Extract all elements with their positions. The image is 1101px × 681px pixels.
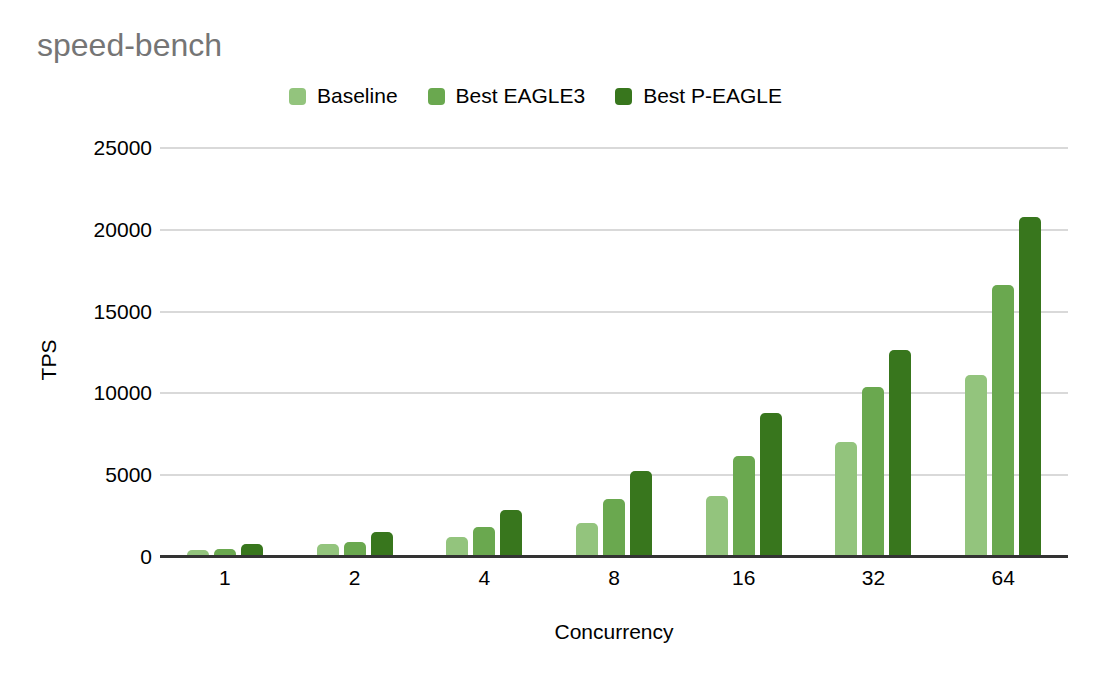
x-tick-label-1: 1	[160, 566, 290, 590]
x-tick-label-16: 16	[679, 566, 809, 590]
bar-best-eagle3-8	[603, 499, 625, 557]
legend-item-best-eagle3: Best EAGLE3	[428, 84, 586, 108]
x-axis-tick-labels: 1248163264	[160, 566, 1068, 590]
x-tick-label-2: 2	[290, 566, 420, 590]
bar-group-16	[679, 148, 809, 557]
bar-best-eagle3-32	[862, 387, 884, 557]
bar-best-p-eagle-16	[760, 413, 782, 557]
bar-best-eagle3-64	[992, 285, 1014, 557]
x-tick-label-4: 4	[419, 566, 549, 590]
bar-baseline-8	[576, 523, 598, 557]
bar-best-eagle3-16	[733, 456, 755, 557]
bar-group-1	[160, 148, 290, 557]
legend-swatch-best-eagle3-icon	[428, 88, 445, 105]
bar-best-eagle3-4	[473, 527, 495, 557]
bar-group-4	[419, 148, 549, 557]
bar-best-p-eagle-4	[500, 510, 522, 557]
y-tick-label-5000: 5000	[0, 464, 152, 486]
chart-container: speed-bench Baseline Best EAGLE3 Best P-EA…	[0, 0, 1101, 681]
bar-best-p-eagle-2	[371, 532, 393, 557]
bar-group-8	[549, 148, 679, 557]
legend-item-best-p-eagle: Best P-EAGLE	[615, 84, 782, 108]
y-tick-label-20000: 20000	[0, 219, 152, 241]
bar-baseline-32	[835, 442, 857, 557]
bars-layer	[160, 148, 1068, 557]
legend-label-baseline: Baseline	[317, 84, 398, 108]
bar-best-p-eagle-8	[630, 471, 652, 557]
bar-baseline-64	[965, 375, 987, 557]
y-axis-tick-labels: 0500010000150002000025000	[0, 148, 152, 557]
legend-swatch-baseline-icon	[289, 88, 306, 105]
legend-item-baseline: Baseline	[289, 84, 398, 108]
x-axis-title: Concurrency	[160, 620, 1068, 644]
y-tick-label-10000: 10000	[0, 382, 152, 404]
bar-group-64	[938, 148, 1068, 557]
bar-best-p-eagle-32	[889, 350, 911, 557]
y-tick-label-0: 0	[0, 546, 152, 568]
legend-swatch-best-p-eagle-icon	[615, 88, 632, 105]
bar-best-p-eagle-64	[1019, 217, 1041, 557]
x-tick-label-64: 64	[938, 566, 1068, 590]
x-tick-label-8: 8	[549, 566, 679, 590]
bar-group-32	[809, 148, 939, 557]
legend-label-best-eagle3: Best EAGLE3	[456, 84, 586, 108]
y-tick-label-15000: 15000	[0, 301, 152, 323]
x-tick-label-32: 32	[809, 566, 939, 590]
bar-group-2	[290, 148, 420, 557]
bar-baseline-16	[706, 496, 728, 557]
legend: Baseline Best EAGLE3 Best P-EAGLE	[289, 84, 782, 108]
x-axis-line	[160, 555, 1068, 558]
chart-title: speed-bench	[37, 27, 222, 64]
y-tick-label-25000: 25000	[0, 137, 152, 159]
plot-area	[160, 148, 1068, 557]
legend-label-best-p-eagle: Best P-EAGLE	[643, 84, 782, 108]
